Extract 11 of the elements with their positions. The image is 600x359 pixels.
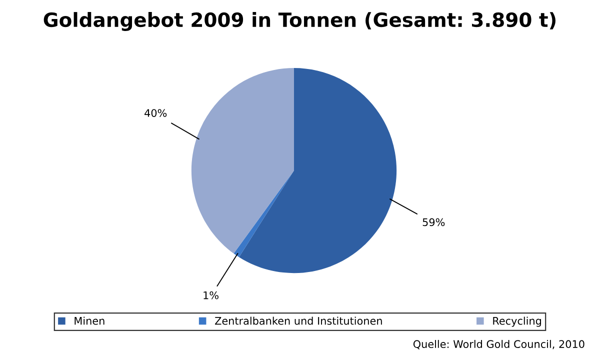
pie-slice [239,68,397,274]
legend-label: Recycling [493,316,541,327]
data-label: 40% [144,109,167,117]
source-note: Quelle: World Gold Council, 2010 [413,340,584,350]
chart-title: Goldangebot 2009 in Tonnen (Gesamt: 3.890 t) [44,12,556,32]
data-label: 59% [422,218,445,226]
legend-label: Zentralbanken und Institutionen [215,316,382,325]
data-label: 1% [204,291,218,300]
pie-slice [234,170,294,258]
legend-label: Minen [74,316,104,325]
pie-slice [191,68,294,254]
